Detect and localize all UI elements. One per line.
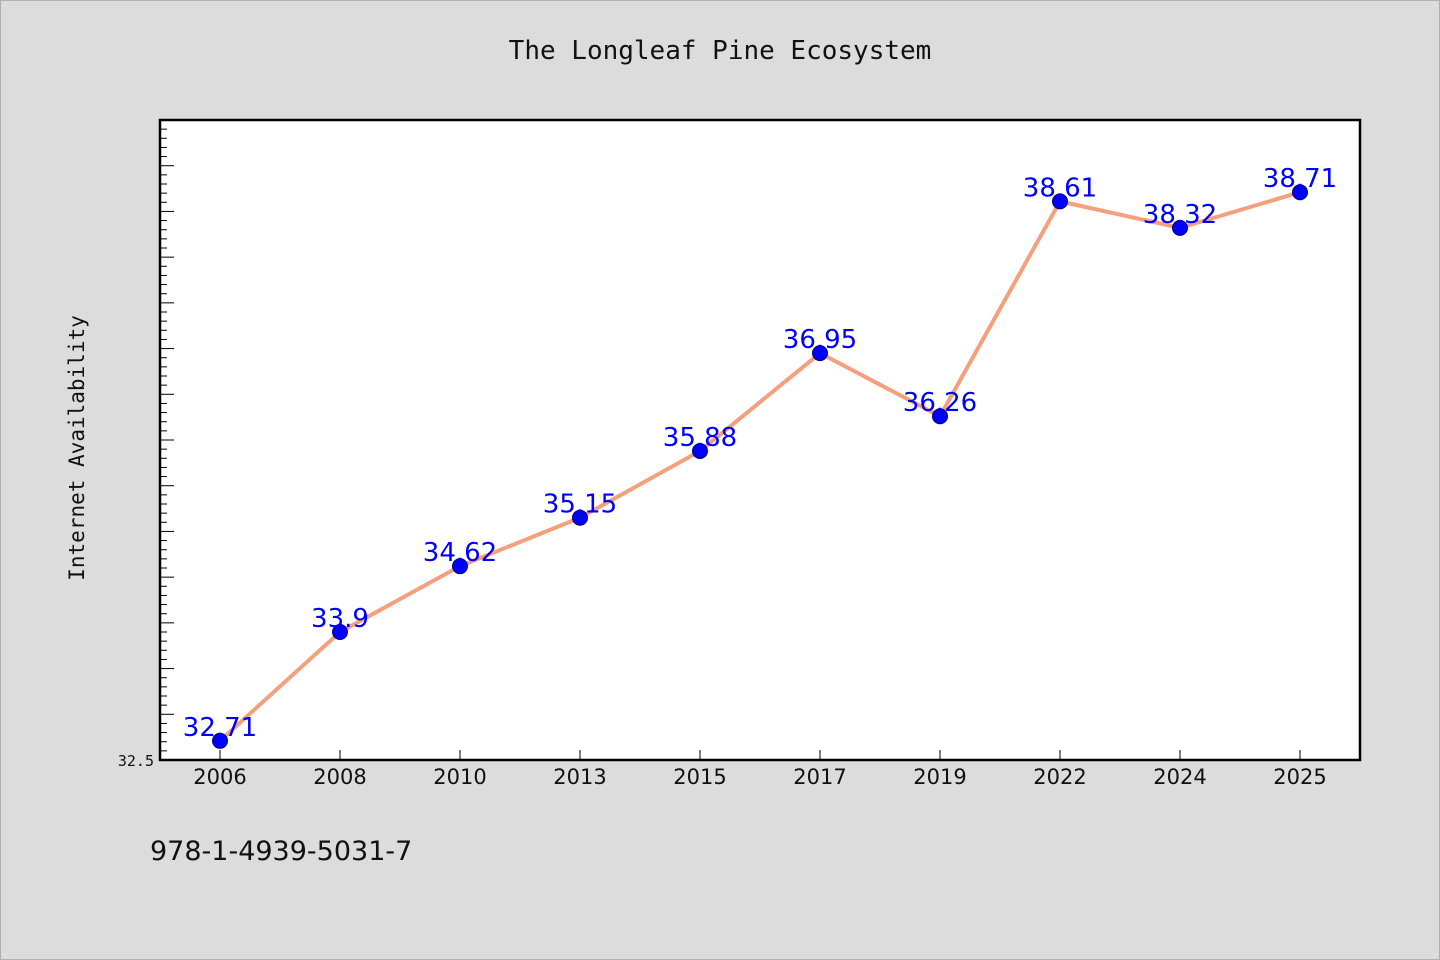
data-point — [1052, 193, 1068, 210]
x-tick-label: 2013 — [553, 765, 606, 789]
data-labels: 32.71 33.9 34.62 35.15 35.88 36.95 36.26 38.61 3… — [183, 164, 1337, 743]
data-point — [932, 408, 948, 425]
x-tick-label: 2010 — [433, 765, 486, 789]
x-tick-label: 2024 — [1153, 765, 1206, 789]
data-label: 38.32 — [1143, 200, 1217, 230]
x-tick-label: 2008 — [313, 765, 366, 789]
data-label: 35.88 — [663, 423, 737, 453]
data-point — [1292, 184, 1308, 201]
data-point — [572, 509, 588, 526]
data-label: 34.62 — [423, 538, 497, 568]
series-line — [218, 190, 1301, 743]
plot-border — [158, 118, 1362, 762]
data-label: 32.71 — [183, 713, 257, 743]
x-tick-label: 2025 — [1273, 765, 1326, 789]
data-label: 36.26 — [903, 388, 977, 418]
data-point — [332, 624, 348, 640]
data-label: 33.9 — [311, 604, 369, 634]
footer-identifier: 978-1-4939-5031-7 — [150, 836, 413, 867]
y-tick-label: 32.5 — [118, 752, 154, 770]
x-axis-tick-labels: 2006 2008 2010 2013 2015 2017 2019 2022 2024 2025 — [193, 765, 1326, 789]
data-point — [692, 442, 708, 459]
x-tick-label: 2017 — [793, 765, 846, 789]
data-label: 38.71 — [1263, 164, 1337, 194]
data-point — [1172, 219, 1188, 236]
data-point — [452, 558, 468, 575]
chart-title: The Longleaf Pine Ecosystem — [508, 36, 932, 66]
data-label: 36.95 — [783, 325, 857, 355]
data-label: 35.15 — [543, 490, 617, 520]
x-tick-label: 2022 — [1033, 765, 1086, 789]
data-points — [212, 184, 1308, 749]
y-axis-tick-labels: 32.5 — [118, 752, 154, 770]
data-point — [212, 732, 228, 749]
plot-area — [160, 120, 1360, 760]
data-label: 38.61 — [1023, 173, 1097, 203]
data-point — [812, 345, 828, 362]
x-tick-label: 2015 — [673, 765, 726, 789]
x-tick-label: 2006 — [193, 765, 246, 789]
x-tick-label: 2019 — [913, 765, 966, 789]
